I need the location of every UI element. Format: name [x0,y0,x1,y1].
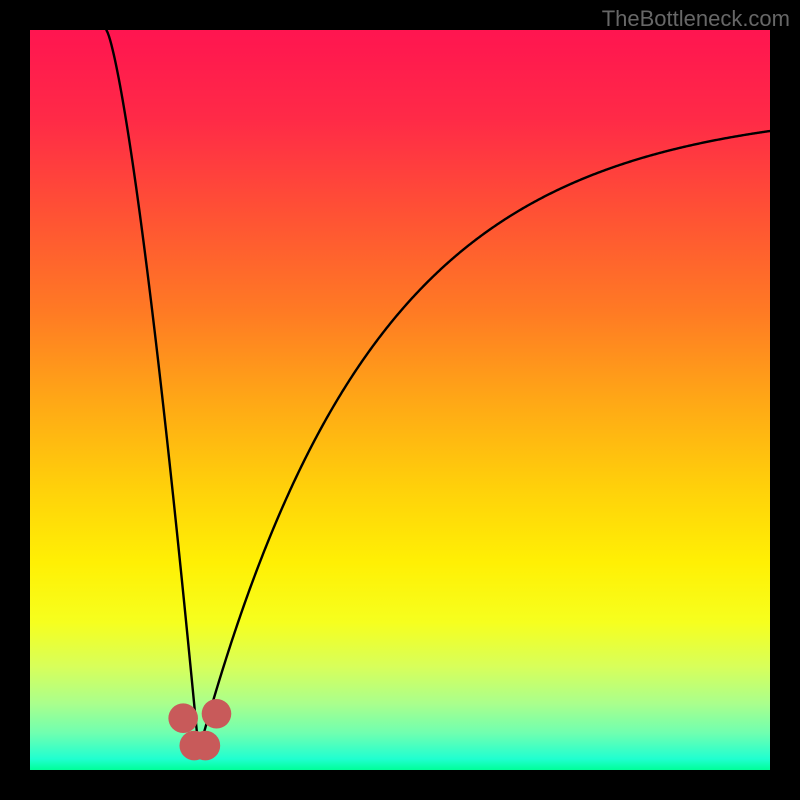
watermark-text: TheBottleneck.com [602,6,790,32]
dip-marker [202,699,232,729]
chart-frame [30,30,770,770]
dip-marker [168,703,198,733]
chart-background [30,30,770,770]
dip-marker [191,731,221,761]
bottleneck-chart [30,30,770,770]
